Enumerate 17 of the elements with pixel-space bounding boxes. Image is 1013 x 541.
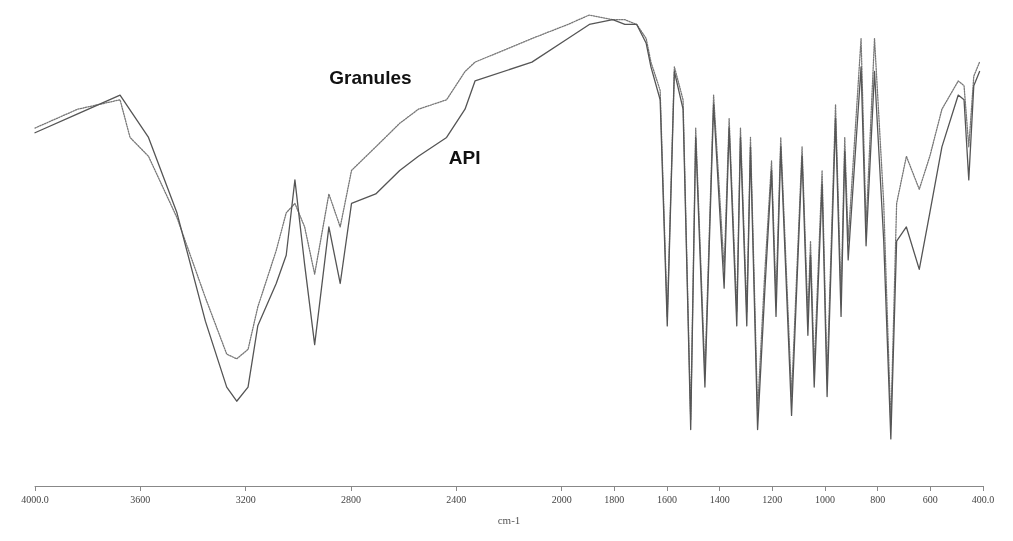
x-tick-label: 1200 (762, 493, 783, 505)
x-tick-label: 3600 (130, 493, 151, 505)
x-tick-label: 2000 (551, 493, 572, 505)
x-tick-label: 4000.0 (21, 493, 49, 505)
x-tick-label: 400.0 (971, 493, 995, 505)
x-tick-label: 3200 (235, 493, 256, 505)
x-tick-label: 800 (870, 493, 886, 505)
x-tick-label: 2400 (446, 493, 467, 505)
x-tick-label: 2800 (341, 493, 361, 505)
x-tick-label: 600 (922, 493, 938, 505)
series-label: API (448, 147, 481, 169)
x-tick-label: 1400 (709, 493, 730, 505)
x-tick-label: 1800 (604, 493, 625, 505)
series-label: Granules (329, 67, 412, 89)
x-axis-title: cm-1 (497, 513, 521, 526)
x-tick-label: 1600 (657, 493, 677, 505)
x-tick-label: 1000 (815, 493, 835, 505)
